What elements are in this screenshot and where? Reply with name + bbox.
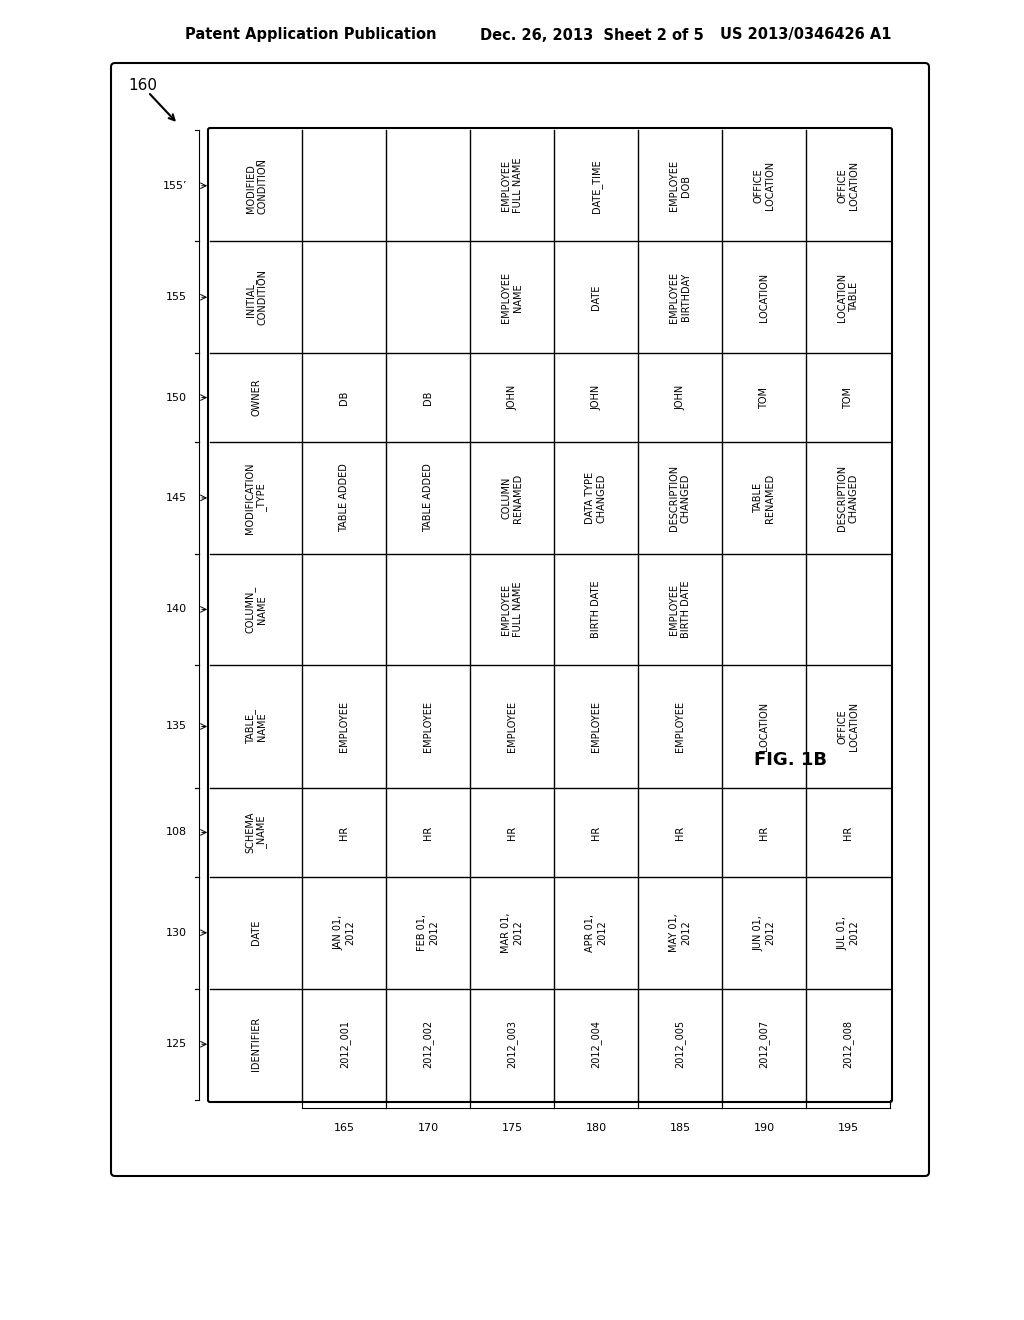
Text: MODIFICATION
_TYPE: MODIFICATION _TYPE	[245, 462, 267, 533]
Text: DATE: DATE	[251, 920, 261, 945]
Text: TABLE ADDED: TABLE ADDED	[339, 463, 349, 532]
Text: 135: 135	[166, 722, 187, 731]
Text: 2012_007: 2012_007	[759, 1020, 769, 1068]
FancyBboxPatch shape	[208, 128, 892, 1102]
Text: OWNER: OWNER	[251, 379, 261, 416]
Text: DB: DB	[339, 391, 349, 405]
Text: BIRTH DATE: BIRTH DATE	[591, 581, 601, 638]
Text: 2012_003: 2012_003	[507, 1020, 518, 1068]
Text: INITIAL_
CONDITION: INITIAL_ CONDITION	[245, 269, 267, 325]
Text: 175: 175	[502, 1123, 523, 1133]
Text: HR: HR	[843, 825, 853, 840]
Text: 155: 155	[166, 292, 187, 302]
Text: HR: HR	[339, 825, 349, 840]
Text: TABLE_
NAME: TABLE_ NAME	[245, 709, 267, 744]
Text: Patent Application Publication: Patent Application Publication	[185, 28, 436, 42]
Text: EMPLOYEE
FULL NAME: EMPLOYEE FULL NAME	[502, 158, 523, 214]
Text: 2012_005: 2012_005	[675, 1020, 686, 1068]
Text: 165: 165	[334, 1123, 355, 1133]
Text: LOCATION: LOCATION	[759, 273, 769, 322]
Text: SCHEMA
_NAME: SCHEMA _NAME	[245, 812, 267, 853]
Text: EMPLOYEE: EMPLOYEE	[507, 701, 517, 752]
Text: DESCRIPTION
CHANGED: DESCRIPTION CHANGED	[838, 465, 859, 531]
Text: EMPLOYEE
NAME: EMPLOYEE NAME	[502, 272, 523, 323]
Text: 108: 108	[166, 828, 187, 837]
Text: EMPLOYEE
FULL NAME: EMPLOYEE FULL NAME	[502, 582, 523, 638]
Text: 125: 125	[166, 1039, 187, 1049]
Text: TABLE ADDED: TABLE ADDED	[423, 463, 433, 532]
Text: 160: 160	[128, 78, 157, 92]
Text: IDENTIFIER: IDENTIFIER	[251, 1018, 261, 1072]
Text: 195: 195	[838, 1123, 858, 1133]
Text: LOCATION
TABLE: LOCATION TABLE	[838, 273, 859, 322]
Text: 180: 180	[586, 1123, 607, 1133]
Text: EMPLOYEE
BIRTH DATE: EMPLOYEE BIRTH DATE	[670, 581, 691, 638]
Text: 130: 130	[166, 928, 187, 937]
Text: HR: HR	[675, 825, 685, 840]
FancyBboxPatch shape	[111, 63, 929, 1176]
Text: OFFICE
LOCATION: OFFICE LOCATION	[838, 161, 859, 210]
Text: 145: 145	[166, 492, 187, 503]
Text: DB: DB	[423, 391, 433, 405]
Text: HR: HR	[507, 825, 517, 840]
Text: FEB 01,
2012: FEB 01, 2012	[418, 915, 439, 952]
Text: 2012_001: 2012_001	[339, 1020, 350, 1068]
Text: TABLE
RENAMED: TABLE RENAMED	[754, 474, 775, 523]
Text: 2012_004: 2012_004	[591, 1020, 602, 1068]
Text: COLUMN
RENAMED: COLUMN RENAMED	[502, 474, 523, 523]
Text: 155’: 155’	[163, 181, 187, 191]
Text: 140: 140	[166, 605, 187, 614]
Text: JAN 01,
2012: JAN 01, 2012	[334, 915, 355, 950]
Text: TOM: TOM	[843, 387, 853, 409]
Text: JUN 01,
2012: JUN 01, 2012	[754, 915, 775, 950]
Text: US 2013/0346426 A1: US 2013/0346426 A1	[720, 28, 892, 42]
Text: LOCATION: LOCATION	[759, 702, 769, 751]
Text: 185: 185	[670, 1123, 690, 1133]
Text: DATE: DATE	[591, 285, 601, 310]
Text: HR: HR	[591, 825, 601, 840]
Text: MAR 01,
2012: MAR 01, 2012	[502, 912, 523, 953]
Text: COLUMN_
NAME: COLUMN_ NAME	[245, 586, 267, 634]
Text: FIG. 1B: FIG. 1B	[754, 751, 826, 770]
Text: HR: HR	[423, 825, 433, 840]
Text: JUL 01,
2012: JUL 01, 2012	[838, 916, 859, 950]
Text: DATA TYPE
CHANGED: DATA TYPE CHANGED	[586, 471, 607, 524]
Text: EMPLOYEE: EMPLOYEE	[423, 701, 433, 752]
Text: 150: 150	[166, 392, 187, 403]
Text: JOHN: JOHN	[591, 385, 601, 411]
Text: JOHN: JOHN	[675, 385, 685, 411]
Text: APR 01,
2012: APR 01, 2012	[586, 913, 607, 952]
Text: HR: HR	[759, 825, 769, 840]
Text: EMPLOYEE: EMPLOYEE	[339, 701, 349, 752]
Text: EMPLOYEE
DOB: EMPLOYEE DOB	[670, 160, 691, 211]
Text: MAY 01,
2012: MAY 01, 2012	[670, 913, 691, 952]
Text: 2012_002: 2012_002	[423, 1020, 434, 1068]
Text: OFFICE
LOCATION: OFFICE LOCATION	[754, 161, 775, 210]
Text: OFFICE
LOCATION: OFFICE LOCATION	[838, 702, 859, 751]
Text: EMPLOYEE
BIRTHDAY: EMPLOYEE BIRTHDAY	[670, 272, 691, 323]
Text: 170: 170	[418, 1123, 439, 1133]
Text: DATE_TIME: DATE_TIME	[591, 158, 602, 213]
Text: Dec. 26, 2013  Sheet 2 of 5: Dec. 26, 2013 Sheet 2 of 5	[480, 28, 703, 42]
Text: EMPLOYEE: EMPLOYEE	[675, 701, 685, 752]
Text: TOM: TOM	[759, 387, 769, 409]
Text: EMPLOYEE: EMPLOYEE	[591, 701, 601, 752]
Text: JOHN: JOHN	[507, 385, 517, 411]
Text: MODIFIED_
CONDITION: MODIFIED_ CONDITION	[245, 158, 267, 214]
Text: 2012_008: 2012_008	[843, 1020, 853, 1068]
Text: 190: 190	[754, 1123, 774, 1133]
Text: DESCRIPTION
CHANGED: DESCRIPTION CHANGED	[670, 465, 691, 531]
